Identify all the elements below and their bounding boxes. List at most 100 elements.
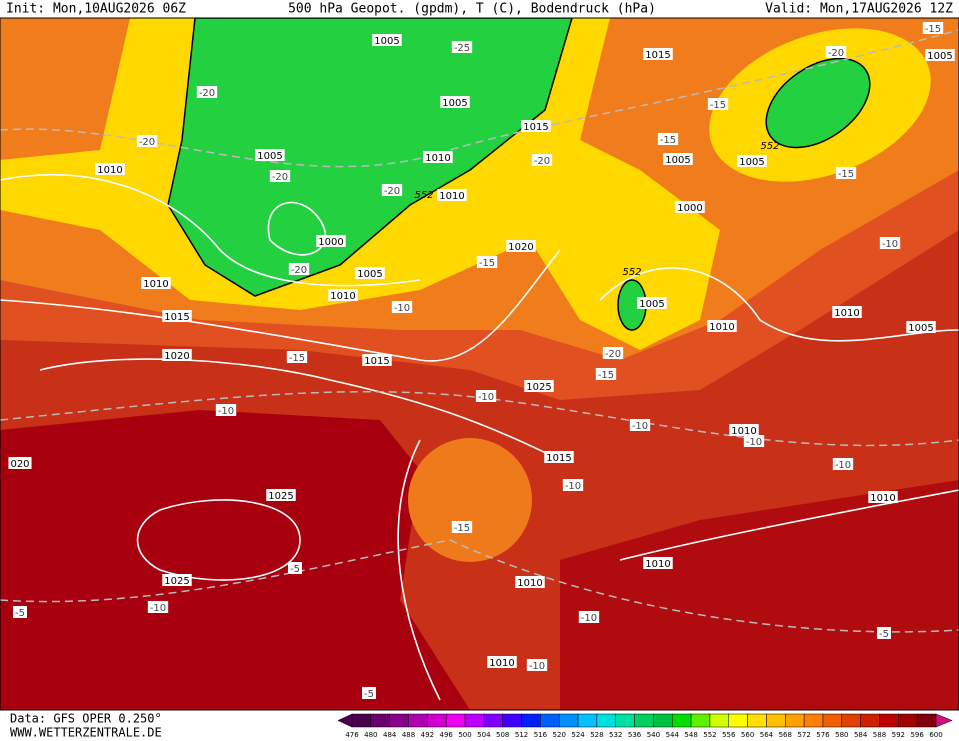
isobar-label-box — [162, 310, 192, 322]
colorbar-swatch — [521, 713, 541, 728]
temperature-label-box — [476, 256, 498, 268]
isobar-label: 1025 — [526, 382, 551, 393]
isobar-label-box — [266, 489, 296, 501]
temperature-label: -10 — [565, 481, 581, 492]
temperature-label: -20 — [199, 88, 215, 99]
isobar-label: 1010 — [439, 191, 464, 202]
colorbar-label: 512 — [515, 731, 528, 739]
temperature-label-box — [288, 263, 310, 275]
isobar-label: 1000 — [677, 203, 702, 214]
isobar-label-box — [506, 240, 536, 252]
map-title: 500 hPa Geopot. (gpdm), T (C), Bodendruc… — [288, 2, 656, 17]
isobar — [397, 439, 441, 701]
isobar-label-box — [162, 574, 192, 586]
isobar-label-box — [362, 354, 392, 366]
temperature-label-box — [922, 22, 944, 34]
temperature-label: -15 — [925, 24, 941, 35]
init-time: Init: Mon,10AUG2026 06Z — [6, 2, 186, 17]
temperature-label-box — [391, 301, 413, 313]
colorbar-label: 584 — [854, 731, 868, 739]
isobar-label-box — [437, 189, 467, 201]
isobar-label-box — [663, 153, 693, 165]
isobar-label-box — [524, 380, 554, 392]
colorbar-swatch — [822, 713, 843, 728]
colorbar-label: 520 — [553, 731, 566, 739]
colorbar-swatch — [860, 713, 880, 728]
isobar-label-box — [832, 306, 862, 318]
isobar-label: 1010 — [731, 426, 756, 437]
colorbar-swatch — [672, 713, 692, 728]
isobar-label-box — [95, 163, 125, 175]
colorbar-swatch — [351, 713, 372, 728]
isobar-label-box — [521, 120, 551, 132]
isobar-label: 1010 — [489, 658, 514, 669]
colorbar-swatch — [747, 713, 767, 728]
colorbar-swatch — [785, 713, 805, 728]
colorbar-swatch — [389, 713, 409, 728]
colorbar-label: 544 — [666, 731, 680, 739]
colorbar-label: 536 — [628, 731, 642, 739]
field-584 — [560, 480, 959, 710]
colorbar-label: 548 — [684, 731, 697, 739]
colorbar-swatch — [728, 713, 748, 728]
colorbar-label: 540 — [647, 731, 660, 739]
colorbar-label: 556 — [722, 731, 736, 739]
colorbar-swatch — [690, 713, 711, 728]
temperature-label: -10 — [150, 603, 166, 614]
field-548 — [765, 57, 871, 149]
temperature-label: -15 — [660, 135, 676, 146]
isobar-label-box — [544, 451, 574, 463]
colorbar-label: 572 — [797, 731, 810, 739]
temperature-label-box — [562, 479, 584, 491]
colorbar-swatch — [653, 713, 673, 728]
temperature-label: -10 — [529, 661, 545, 672]
temperature-label-box — [13, 606, 27, 618]
isobar-label: 1015 — [546, 453, 571, 464]
isobar-label: 1025 — [164, 576, 189, 587]
temperature-label: -5 — [364, 689, 374, 700]
temperature-label-box — [877, 627, 891, 639]
temperature-label-box — [578, 611, 600, 623]
temperature-label-box — [451, 521, 473, 533]
colorbar-label: 588 — [873, 731, 886, 739]
temperature-label: -10 — [835, 460, 851, 471]
isobar-label-box — [515, 576, 545, 588]
temperature-label-box — [526, 659, 548, 671]
temperature-label: -15 — [479, 258, 495, 269]
isobar-label: 1010 — [709, 322, 734, 333]
colorbar-swatch — [445, 713, 466, 728]
isobar-label-box — [737, 155, 767, 167]
isobar-label-box — [637, 297, 667, 309]
colorbar-label: 492 — [421, 731, 434, 739]
isobar — [136, 499, 301, 581]
isobar-label: 1005 — [374, 36, 399, 47]
isobar-label-box — [643, 48, 673, 60]
isobar-label: 1005 — [442, 98, 467, 109]
colorbar-swatch — [502, 713, 522, 728]
map-field — [0, 18, 959, 710]
field-564 — [408, 438, 532, 562]
temperature-label: -10 — [581, 613, 597, 624]
temperature-label-box — [629, 419, 651, 431]
colorbar-arrow-high — [935, 713, 953, 728]
temperature-label-box — [362, 687, 376, 699]
isobar-label: 1015 — [645, 50, 670, 61]
temperature-label: -20 — [272, 172, 288, 183]
temperature-label-box — [147, 601, 169, 613]
isotherm — [0, 539, 959, 633]
valid-time: Valid: Mon,17AUG2026 12Z — [765, 2, 953, 17]
colorbar-swatch — [615, 713, 635, 728]
isobar-label: 1000 — [318, 237, 343, 248]
colorbar-label: 576 — [816, 731, 830, 739]
temperature-label: -20 — [534, 156, 550, 167]
isobar-label-box — [316, 235, 346, 247]
temperature-label: -15 — [710, 100, 726, 111]
colorbar-label: 560 — [741, 731, 754, 739]
isobar-label-box — [675, 201, 705, 213]
colorbar: 476 480 484 488 492 496 500 504 508 512 516 520 524 5… — [337, 713, 953, 739]
colorbar-swatch — [464, 713, 485, 728]
temperature-label: -10 — [218, 406, 234, 417]
isobar-label: 1005 — [639, 299, 664, 310]
